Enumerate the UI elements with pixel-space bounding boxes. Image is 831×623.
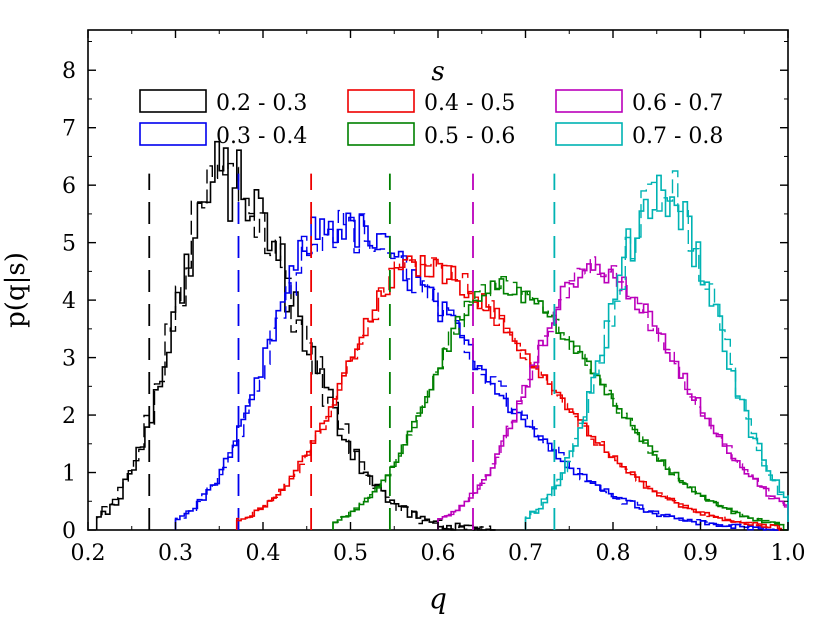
x-tick-label: 0.5 — [333, 541, 368, 566]
x-tick-label: 0.2 — [71, 541, 106, 566]
legend-swatch — [555, 122, 623, 146]
x-axis-label: q — [429, 582, 447, 615]
series-group — [174, 173, 780, 531]
series-group — [235, 173, 784, 531]
y-axis-label: p(q|s) — [1, 252, 31, 328]
legend-title: s — [431, 57, 444, 87]
series-histogram-dashed — [332, 276, 785, 530]
legend-swatch — [139, 122, 207, 146]
legend-swatch — [139, 89, 207, 113]
legend-swatch — [347, 89, 415, 113]
legend-label: 0.7 - 0.8 — [632, 124, 723, 149]
series-histogram-dashed — [236, 257, 783, 530]
y-tick-label: 4 — [62, 289, 76, 314]
series-histogram — [437, 263, 789, 530]
x-tick-label: 0.4 — [246, 541, 281, 566]
series-group — [95, 140, 496, 531]
x-tick-label: 0.8 — [596, 541, 631, 566]
legend-swatch — [555, 89, 623, 113]
y-axis-label-text: p(q|s) — [1, 252, 31, 328]
x-tick-label: 0.7 — [508, 541, 543, 566]
y-tick-label: 6 — [62, 174, 76, 199]
legend: s 0.2 - 0.3 0.3 - 0.4 0.4 - 0.5 0.5 - 0.6 0.… — [139, 57, 723, 149]
series-histogram — [332, 278, 788, 531]
y-tick-label: 2 — [62, 404, 76, 429]
series-histogram — [235, 255, 784, 531]
x-tick-label: 0.3 — [158, 541, 193, 566]
plot-marks — [95, 140, 789, 531]
legend-swatch — [347, 122, 415, 146]
series-histogram — [174, 212, 780, 531]
axis-ticks: 0.2 0.3 0.4 0.5 0.6 0.7 0.8 0.9 1.0 0 1 2 3 4 5 6 7 8 — [62, 30, 806, 566]
y-tick-label: 8 — [62, 59, 76, 84]
y-tick-label: 3 — [62, 347, 76, 372]
series-group — [437, 173, 789, 530]
x-tick-label: 1.0 — [771, 541, 806, 566]
series-histogram — [95, 140, 495, 531]
legend-label: 0.3 - 0.4 — [216, 124, 307, 149]
legend-label: 0.6 - 0.7 — [632, 91, 723, 116]
y-tick-label: 0 — [62, 519, 76, 544]
legend-label: 0.5 - 0.6 — [424, 124, 515, 149]
x-tick-label: 0.6 — [421, 541, 456, 566]
series-group — [524, 170, 789, 530]
y-tick-label: 1 — [62, 462, 76, 487]
legend-label: 0.4 - 0.5 — [424, 91, 515, 116]
series-histogram-dashed — [437, 256, 788, 530]
series-histogram — [524, 174, 789, 530]
y-tick-label: 5 — [62, 232, 76, 257]
series-histogram-dashed — [174, 209, 780, 531]
series-histogram-dashed — [96, 162, 496, 531]
legend-label: 0.2 - 0.3 — [216, 91, 307, 116]
y-tick-label: 7 — [62, 117, 76, 142]
x-tick-label: 0.9 — [683, 541, 718, 566]
